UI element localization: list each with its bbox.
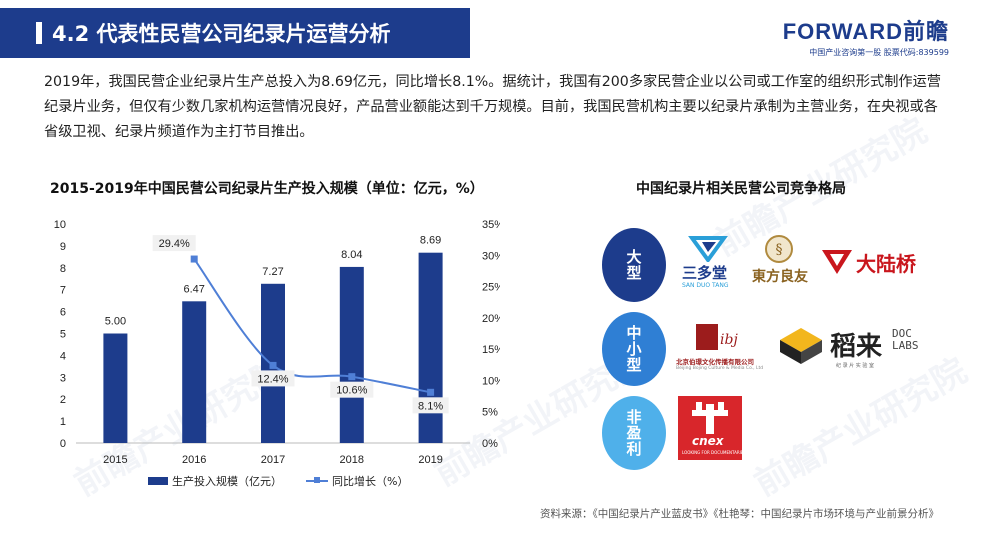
growth-value-label: 8.1% [418, 400, 443, 412]
header-bar: 4.2 代表性民营公司纪录片运营分析 [0, 8, 470, 58]
daluqiao-name: 大陆桥 [856, 252, 916, 276]
sanduotang-name: 三多堂 [682, 264, 728, 282]
chart-legend: 生产投入规模（亿元） 同比增长（%） [148, 473, 408, 489]
x-tick-label: 2017 [261, 454, 285, 466]
cnex-tagline: LOOKING FOR DOCUMENTARIES [682, 450, 746, 455]
growth-label-box [251, 370, 295, 387]
sanduotang-mark-icon [688, 236, 728, 262]
growth-point-2016 [190, 255, 198, 263]
legend-line-label: 同比增长（%） [332, 475, 409, 488]
y-right-tick-label: 0% [482, 438, 498, 450]
x-tick-label: 2016 [182, 454, 206, 466]
bar-value-label: 5.00 [105, 316, 126, 328]
growth-point-2018 [348, 373, 356, 381]
svg-text:ibj: ibj [720, 332, 738, 348]
daluqiao-logo: 大陆桥 [820, 244, 930, 284]
growth-point-2017 [269, 361, 277, 369]
y-right-tick-label: 15% [482, 344, 500, 356]
legend-line-swatch [306, 476, 328, 486]
sanduotang-logo: 三多堂 SAN DUO TANG [680, 234, 740, 298]
x-tick-label: 2015 [103, 454, 127, 466]
daolai-doc-mark: DOC LABS [892, 327, 919, 352]
sanduotang-en: SAN DUO TANG [682, 282, 729, 289]
daolai-sub: 纪 录 片 实 验 室 [836, 363, 874, 369]
y-left-tick-label: 4 [60, 350, 66, 362]
y-right-tick-label: 35% [482, 219, 500, 231]
cnex-mark-icon [692, 402, 728, 434]
bar-2018 [339, 266, 364, 443]
dongfangliangyou-name: 東方良友 [752, 269, 808, 285]
bar-value-label: 7.27 [262, 266, 283, 278]
y-left-tick-label: 9 [60, 241, 66, 253]
y-left-tick-label: 10 [54, 219, 66, 231]
x-tick-label: 2018 [340, 454, 364, 466]
bojing-name: 北京伯璟文化传播有限公司 [676, 358, 754, 366]
bar-value-label: 8.69 [420, 235, 441, 247]
bojing-mark-icon: ibj [696, 324, 738, 350]
growth-label-box [152, 235, 196, 252]
y-left-tick-label: 6 [60, 307, 66, 319]
y-left-tick-label: 8 [60, 263, 66, 275]
growth-point-2019 [427, 388, 435, 396]
tier-nonprofit-circle: 非盈利 [602, 396, 666, 470]
logo-text: FORWARD前瞻 [782, 19, 949, 44]
cnex-logo: cnex LOOKING FOR DOCUMENTARIES [678, 396, 746, 460]
cnex-name: cnex [692, 434, 724, 448]
logo-subtext: 中国产业咨询第一股 股票代码:839599 [809, 48, 949, 57]
legend-bar-swatch [148, 477, 168, 485]
growth-value-label: 29.4% [159, 238, 190, 250]
y-left-tick-label: 7 [60, 285, 66, 297]
daolai-logo: 稻来 DOC LABS 纪 录 片 实 验 室 [778, 324, 928, 374]
daluqiao-mark-icon [822, 250, 852, 274]
tier-mid-circle: 中小型 [602, 312, 666, 386]
bar-2016 [182, 301, 207, 443]
dongfangliangyou-mark-icon: § [765, 235, 793, 263]
growth-label-box [330, 381, 374, 398]
daolai-name: 稻来 [830, 332, 883, 362]
svg-text:§: § [776, 242, 783, 258]
investment-chart: 0 1 2 3 4 5 6 7 8 9 10 0% 5% 10% 15% 20% 25% 30% 35% 5.00 6.… [54, 219, 500, 466]
y-right-tick-label: 10% [482, 375, 500, 387]
growth-value-label: 10.6% [336, 385, 367, 397]
y-left-tick-label: 3 [60, 372, 66, 384]
y-right-tick-label: 30% [482, 250, 500, 262]
bar-value-label: 8.04 [341, 249, 362, 261]
y-right-tick-label: 5% [482, 407, 498, 419]
source-note: 资料来源：《中国纪录片产业蓝皮书》《杜艳琴：中国纪录片市场环境与产业前景分析》 [540, 508, 939, 520]
competition-title: 中国纪录片相关民营公司竞争格局 [636, 181, 846, 197]
growth-label-box [412, 397, 449, 414]
bojing-en: Beijing Bojing Culture & Media Co., Ltd [676, 366, 764, 371]
bojing-logo: ibj 北京伯璟文化传播有限公司 Beijing Bojing Culture … [676, 322, 776, 376]
chart-title: 2015-2019年中国民营公司纪录片生产投入规模（单位：亿元，%） [50, 181, 484, 197]
page-title: 4.2 代表性民营公司纪录片运营分析 [52, 22, 391, 46]
growth-value-label: 12.4% [257, 373, 288, 385]
bar-value-label: 6.47 [183, 283, 204, 295]
y-left-tick-label: 5 [60, 329, 66, 341]
y-right-tick-label: 25% [482, 282, 500, 294]
daolai-mark-icon [780, 328, 822, 364]
intro-paragraph: 2019年，我国民营企业纪录片生产总投入为8.69亿元，同比增长8.1%。据统计… [44, 74, 941, 140]
x-tick-label: 2019 [418, 454, 442, 466]
y-left-tick-label: 0 [60, 438, 66, 450]
legend-bar-label: 生产投入规模（亿元） [172, 475, 282, 488]
dongfangliangyou-logo: § 東方良友 [750, 234, 810, 294]
tier-large-circle: 大型 [602, 228, 666, 302]
bar-2019 [418, 252, 443, 443]
y-left-tick-label: 2 [60, 394, 66, 406]
header-accent [36, 22, 42, 44]
brand-logo: FORWARD前瞻 中国产业咨询第一股 股票代码:839599 [783, 14, 949, 58]
bar-2015 [103, 333, 128, 443]
growth-line [193, 258, 431, 394]
y-right-tick-label: 20% [482, 313, 500, 325]
y-left-tick-label: 1 [60, 416, 66, 428]
